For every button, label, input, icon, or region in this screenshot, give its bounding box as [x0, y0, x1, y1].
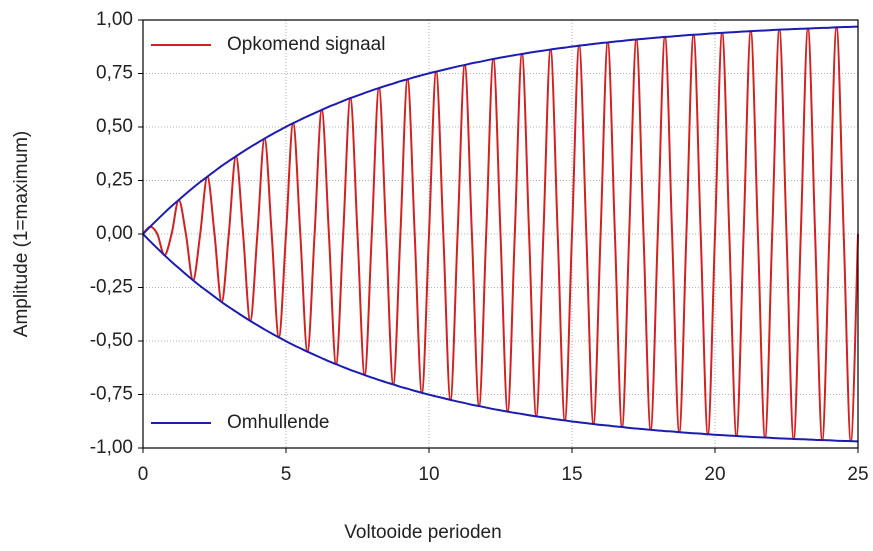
legend-label: Omhullende	[227, 412, 329, 433]
line-series	[142, 233, 859, 443]
y-tick-label: 1,00	[96, 9, 133, 30]
y-tick-label: 0,50	[96, 116, 133, 137]
y-tick-label: 0,00	[96, 223, 133, 244]
x-tick-label: 10	[418, 464, 439, 485]
x-tick-label: 20	[704, 464, 725, 485]
y-tick-label: 0,25	[96, 170, 133, 191]
y-tick-label: 0,75	[96, 63, 133, 84]
y-tick-label: -0,75	[90, 384, 133, 405]
y-tick-label: -0,50	[90, 330, 133, 351]
y-axis-label: Amplitude (1=maximum)	[11, 131, 32, 337]
line-series	[142, 26, 859, 443]
y-tick-label: -1,00	[90, 437, 133, 458]
legend-label: Opkomend signaal	[227, 34, 385, 55]
y-tick-label: -0,25	[90, 277, 133, 298]
x-tick-label: 25	[847, 464, 868, 485]
x-tick-label: 0	[138, 464, 149, 485]
line-series	[142, 25, 859, 235]
x-tick-label: 15	[561, 464, 582, 485]
plot-frame	[142, 19, 859, 449]
x-axis-label: Voltooide perioden	[344, 522, 501, 543]
x-tick-label: 5	[281, 464, 292, 485]
